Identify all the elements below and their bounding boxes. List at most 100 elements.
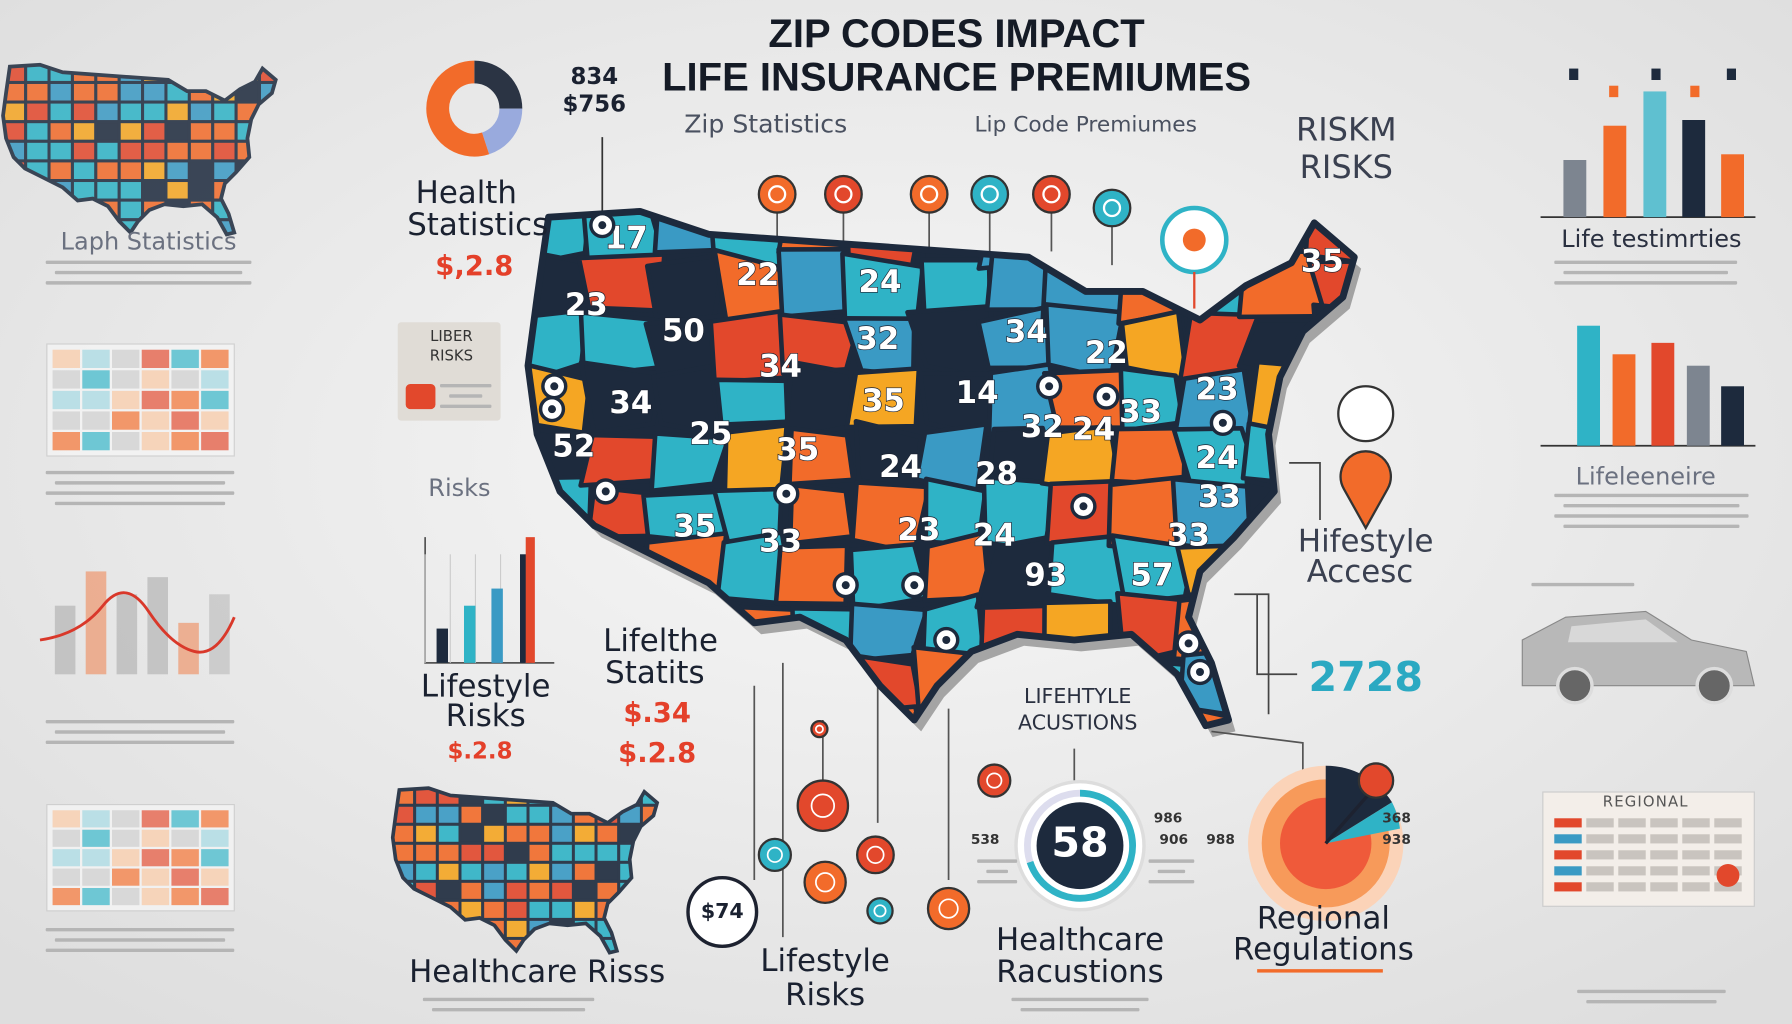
table-cell <box>1554 834 1582 844</box>
text-line <box>54 481 226 485</box>
map-state <box>777 312 862 376</box>
map-label: 24 <box>1196 440 1239 476</box>
mini-state <box>481 898 507 921</box>
table-cell <box>1554 882 1582 892</box>
mini-state <box>187 159 215 183</box>
deco-marker <box>1569 68 1579 80</box>
map-state <box>917 370 993 440</box>
pin-ring <box>810 793 836 818</box>
donut-segment <box>426 60 490 157</box>
table-cell <box>1586 866 1614 876</box>
deco-bar <box>525 537 535 663</box>
donut-segment <box>1024 789 1081 864</box>
table-cell <box>171 411 199 430</box>
table-cell <box>112 411 140 430</box>
mini-state <box>435 879 462 902</box>
mini-state <box>117 80 145 104</box>
map-label: 35 <box>673 508 716 544</box>
table-cell <box>201 810 229 828</box>
callout-title: Lifestyle <box>760 943 890 979</box>
mini-state <box>458 879 485 902</box>
callout-title: Statits <box>605 655 704 691</box>
mini-state <box>70 139 98 163</box>
table-cell <box>112 810 140 828</box>
mini-state <box>141 100 168 124</box>
table-cell <box>201 370 229 389</box>
mini-state <box>47 80 74 104</box>
gauge-side-value: 906 <box>1159 832 1188 848</box>
car-window <box>1568 619 1678 643</box>
icon-pin-inner <box>1042 185 1061 204</box>
table-cell <box>201 349 229 368</box>
table-cell <box>52 432 80 451</box>
map-pin-dot <box>942 636 951 644</box>
deco-bar <box>1603 125 1627 218</box>
text-line <box>1554 493 1749 498</box>
text-line <box>1586 1000 1717 1004</box>
mini-state <box>503 879 530 902</box>
mini-outline <box>390 786 660 955</box>
mini-state <box>24 80 51 104</box>
mini-outline <box>1 62 278 237</box>
table-cell <box>1714 834 1742 844</box>
map-label: 24 <box>859 264 902 300</box>
table-cell <box>82 349 110 368</box>
text-line <box>45 948 235 952</box>
mini-state <box>549 860 575 883</box>
table-cell <box>1554 850 1582 860</box>
table-cell <box>82 868 110 886</box>
text-line <box>45 260 252 264</box>
map-label: 33 <box>759 523 802 559</box>
icon-pin <box>1092 188 1132 228</box>
text-line <box>1554 514 1749 518</box>
icon-pin-inner <box>834 185 853 204</box>
text-line <box>1148 880 1195 884</box>
map-label: 25 <box>689 416 732 452</box>
gauge-value: 58 <box>1051 819 1108 867</box>
deco-bar <box>1682 120 1706 218</box>
callout-title: Racustions <box>996 954 1163 990</box>
caption: Risks <box>428 474 490 502</box>
deco-bar <box>436 628 448 663</box>
deco-bar <box>1651 342 1675 446</box>
mini-state <box>141 120 168 143</box>
deco-marker <box>1609 85 1619 98</box>
map-label: 35 <box>776 432 819 468</box>
mini-state <box>503 917 530 940</box>
pin-ring <box>986 772 1003 789</box>
callout-title: Health <box>416 175 517 211</box>
table-cell <box>1650 850 1678 860</box>
text-line <box>45 740 235 744</box>
table-cell <box>1618 818 1646 828</box>
mini-state <box>47 139 74 163</box>
map-pin-dot <box>910 581 919 590</box>
subtitle: Zip Statistics <box>684 110 847 139</box>
mini-state <box>526 898 553 921</box>
map-label: 35 <box>1301 243 1344 279</box>
mini-state <box>458 803 485 826</box>
table-cell <box>1586 850 1614 860</box>
mini-state <box>481 860 507 883</box>
gauge-inner <box>1036 802 1124 890</box>
table-cell <box>112 390 140 410</box>
callout-value: $.2.8 <box>618 738 696 769</box>
text-line <box>54 270 243 275</box>
table-cell <box>1586 834 1614 844</box>
figure: 834 <box>570 64 618 90</box>
mini-state <box>187 139 215 163</box>
text-line <box>54 501 226 506</box>
texts: ZIP CODES IMPACT LIFE INSURANCE PREMIUME… <box>61 12 1742 1013</box>
mini-state <box>164 100 191 124</box>
car-wheel <box>1695 666 1734 705</box>
mini-state <box>117 120 145 143</box>
value-pin <box>686 876 759 948</box>
text-line <box>449 394 483 398</box>
mini-state <box>47 120 74 143</box>
callout-title: Risks <box>785 977 865 1013</box>
mini-state <box>70 100 98 124</box>
table-cell <box>112 432 140 451</box>
mini-state <box>526 879 553 902</box>
deco-marker <box>1726 68 1736 80</box>
mini-state <box>70 120 98 143</box>
